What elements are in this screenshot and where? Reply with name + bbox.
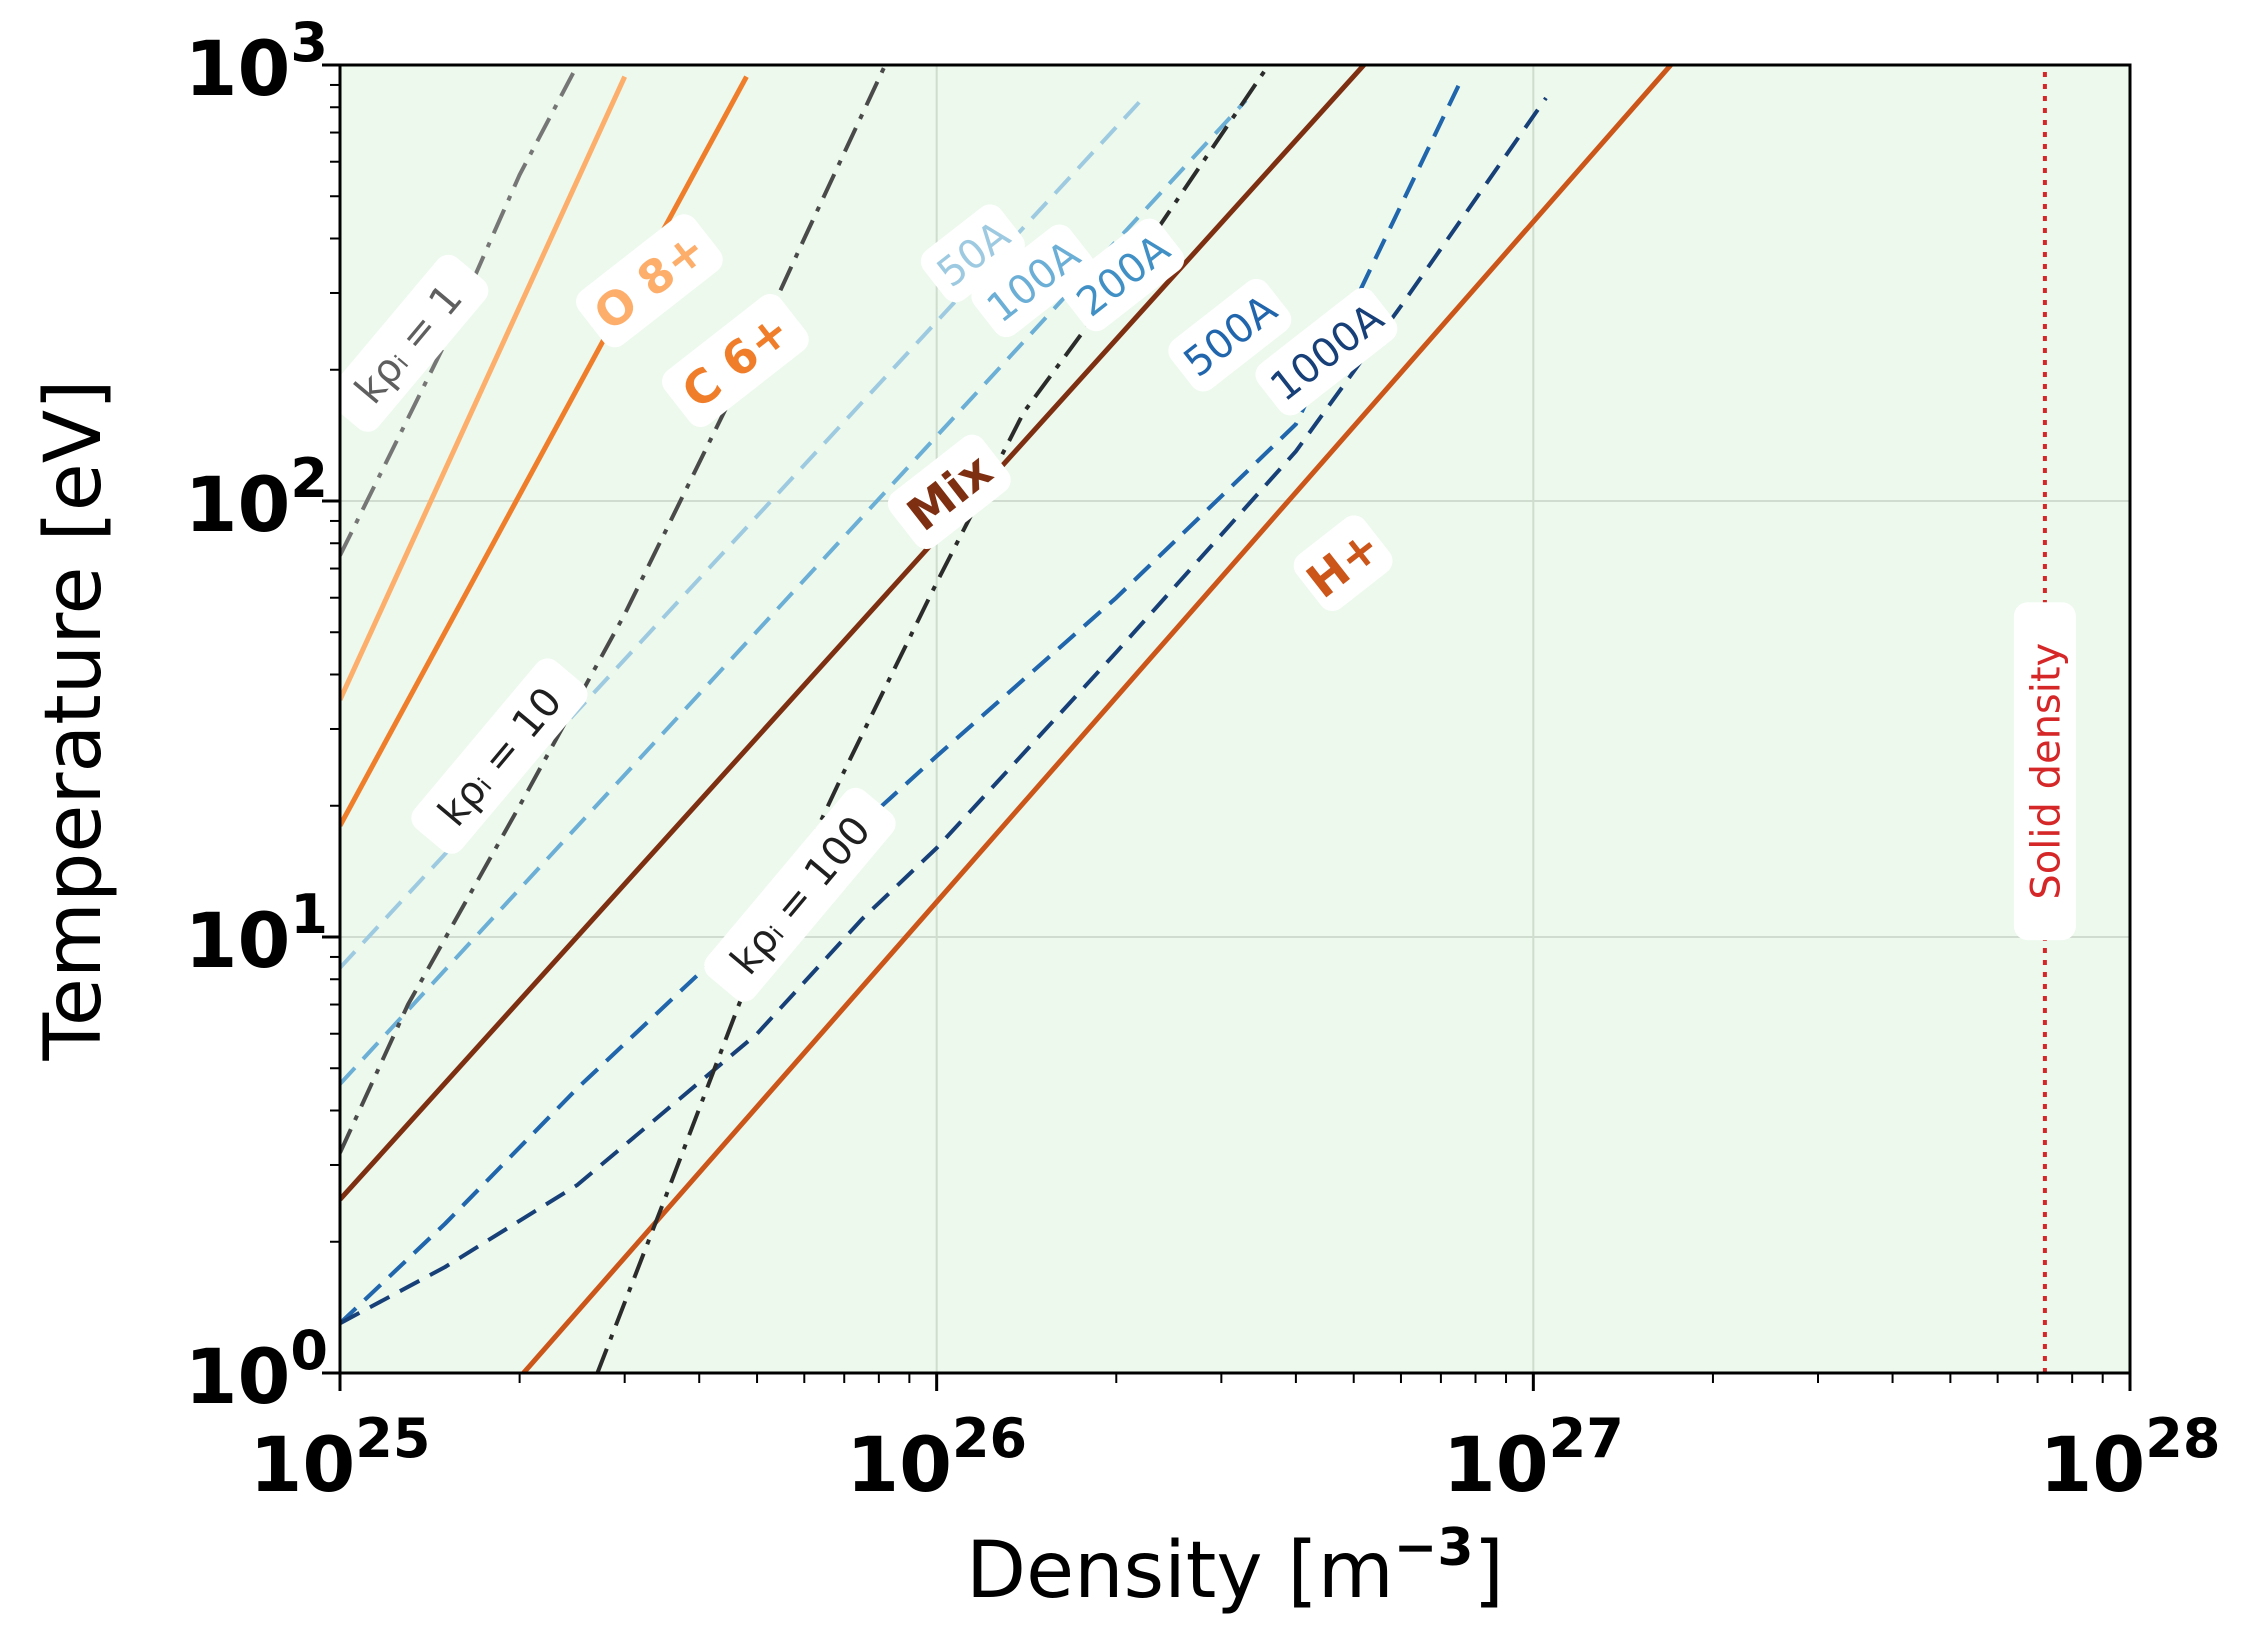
y-axis-label: Temperature [eV]	[29, 379, 119, 1061]
series-label-box	[704, 787, 896, 1002]
y-tick-labels: 100 101 102 103	[185, 11, 328, 1421]
x-tick-labels: 1025 1026 1027 1028	[250, 1407, 2221, 1509]
series-label-box	[2013, 602, 2076, 941]
series-label-box	[1168, 278, 1292, 392]
series-label-solid: Solid density	[2013, 602, 2076, 941]
x-axis-label: Density [m−3]	[966, 1518, 1504, 1616]
series-label-box	[887, 434, 1011, 549]
y-tick-label: 102	[185, 447, 328, 549]
plot-background	[340, 65, 2130, 1373]
series-line-a50	[340, 98, 1143, 970]
series-line-a500	[340, 84, 1461, 1325]
series-label-a500: 500A	[1168, 278, 1292, 392]
x-tick-label: 1028	[2040, 1407, 2221, 1509]
series-line-c6	[340, 75, 749, 827]
y-tick-label: 103	[185, 11, 328, 113]
series-line-h	[521, 65, 1673, 1373]
series-line-a1000	[340, 96, 1548, 1326]
series-label-box	[662, 293, 809, 428]
series-line-o8	[340, 75, 627, 701]
x-tick-label: 1026	[846, 1407, 1027, 1509]
series-line-mix	[340, 65, 1366, 1202]
x-tick-label: 1027	[1443, 1407, 1624, 1509]
series-line-k1	[340, 65, 580, 557]
series-line-a100	[340, 98, 1248, 1086]
series-label-box	[327, 254, 489, 432]
y-tick-label: 100	[185, 1319, 328, 1421]
series-label-box	[920, 204, 1025, 303]
series-label-box	[1061, 218, 1185, 332]
x-tick-label: 1025	[250, 1407, 431, 1509]
series-line-k10	[340, 65, 888, 1154]
y-tick-label: 101	[185, 883, 328, 985]
minor-ticks	[330, 83, 2104, 1383]
series-label-box	[576, 214, 723, 348]
major-ticks	[322, 63, 2132, 1391]
plot-frame	[338, 63, 2132, 1375]
series-label-box	[1293, 515, 1393, 612]
series-line-k100	[595, 65, 1271, 1373]
series-layer	[340, 65, 2047, 1373]
series-label-text: Solid density	[2023, 643, 2069, 900]
series-label-box	[971, 224, 1095, 338]
series-label-box	[411, 658, 588, 854]
series-label-box	[1255, 287, 1398, 416]
